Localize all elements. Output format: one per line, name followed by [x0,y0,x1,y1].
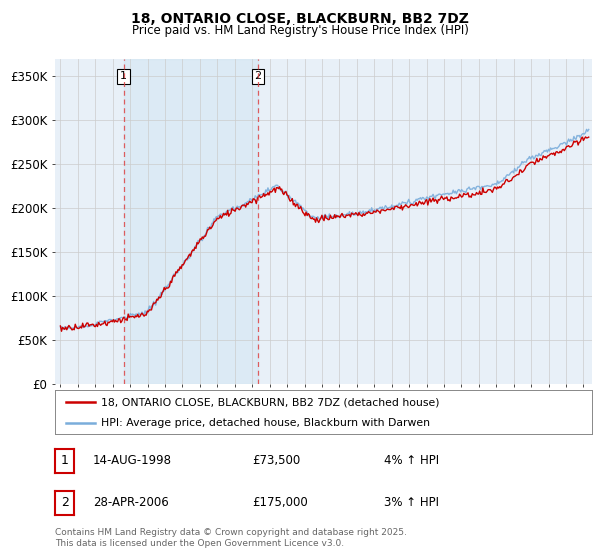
Text: Contains HM Land Registry data © Crown copyright and database right 2025.
This d: Contains HM Land Registry data © Crown c… [55,528,407,548]
Bar [124,59,258,384]
Text: 3% ↑ HPI: 3% ↑ HPI [384,496,439,510]
Text: 1: 1 [61,454,69,468]
Text: 28-APR-2006: 28-APR-2006 [93,496,169,510]
Text: £73,500: £73,500 [252,454,300,468]
Text: 4% ↑ HPI: 4% ↑ HPI [384,454,439,468]
Text: HPI: Average price, detached house, Blackburn with Darwen: HPI: Average price, detached house, Blac… [101,418,430,428]
Text: 2: 2 [254,71,262,81]
Text: 2: 2 [61,496,69,510]
Text: Price paid vs. HM Land Registry's House Price Index (HPI): Price paid vs. HM Land Registry's House … [131,24,469,36]
Text: 14-AUG-1998: 14-AUG-1998 [93,454,172,468]
Text: 18, ONTARIO CLOSE, BLACKBURN, BB2 7DZ (detached house): 18, ONTARIO CLOSE, BLACKBURN, BB2 7DZ (d… [101,397,439,407]
Text: £175,000: £175,000 [252,496,308,510]
Text: 18, ONTARIO CLOSE, BLACKBURN, BB2 7DZ: 18, ONTARIO CLOSE, BLACKBURN, BB2 7DZ [131,12,469,26]
Text: 1: 1 [120,71,127,81]
